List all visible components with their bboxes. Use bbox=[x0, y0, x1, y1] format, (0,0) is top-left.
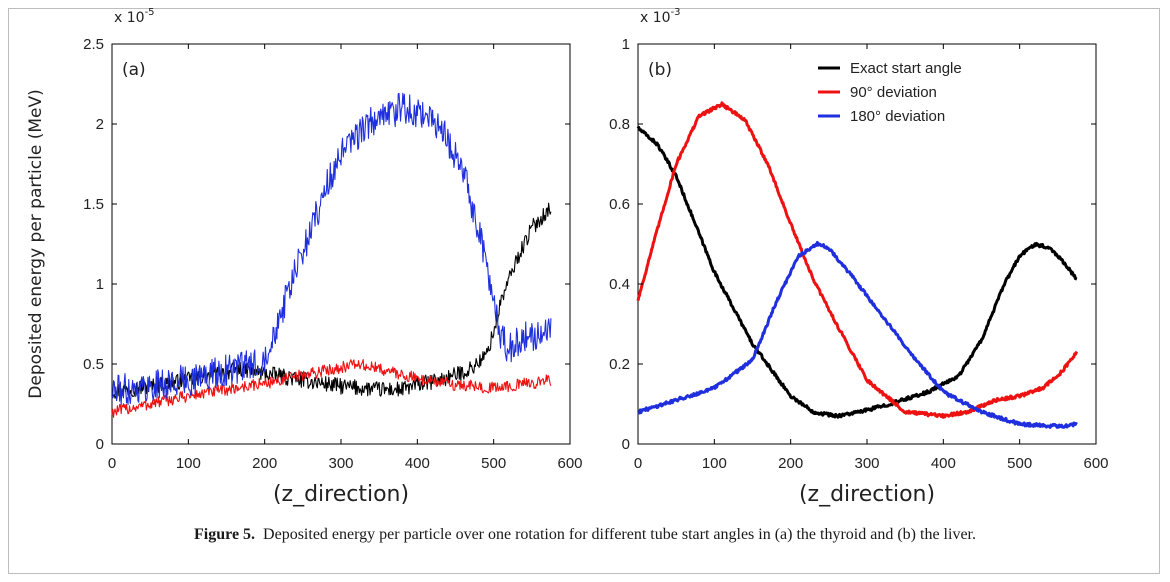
panel-b-y-tick-label: 0.4 bbox=[609, 276, 630, 293]
panel-b-y-tick-label: 1 bbox=[622, 36, 630, 53]
panel-b-x-tick-label: 0 bbox=[634, 455, 642, 472]
figure-frame bbox=[8, 8, 1160, 574]
panel-a-y-exponent: -5 bbox=[145, 7, 155, 18]
panel-a-x-tick-label: 500 bbox=[481, 455, 506, 472]
panel-b-x-tick-label: 500 bbox=[1007, 455, 1032, 472]
panel-b-y-tick-label: 0.6 bbox=[609, 196, 630, 213]
panel-a-y-tick-label: 0.5 bbox=[83, 356, 104, 373]
panel-b: 0 100 200 300 400 500 600 0 0.2 0.4 0.6 0.8 1 (b) x … bbox=[609, 7, 1108, 507]
panel-b-x-tick-label: 100 bbox=[702, 455, 727, 472]
panel-a-x-tick-label: 400 bbox=[405, 455, 430, 472]
panel-a-panel-label: (a) bbox=[122, 60, 146, 80]
panel-a-x-axis-label: (z_direction) bbox=[273, 482, 409, 507]
panel-b-y-tick-label: 0 bbox=[622, 436, 630, 453]
panel-a-y-tick-label: 1.5 bbox=[83, 196, 104, 213]
panel-b-x-tick-label: 200 bbox=[778, 455, 803, 472]
panel-a-y-tick-label: 2.5 bbox=[83, 36, 104, 53]
panel-b-plot-area bbox=[637, 43, 1097, 445]
panel-b-y-multiplier: x 10-3 bbox=[640, 7, 681, 26]
panel-b-y-tick-label: 0.8 bbox=[609, 116, 630, 133]
panel-a-x-tick-label: 100 bbox=[176, 455, 201, 472]
panel-a: 0 100 200 300 400 500 600 0 0.5 1 1.5 2 2.5 (a) x 10… bbox=[26, 7, 583, 507]
caption-text: Deposited energy per particle over one r… bbox=[263, 526, 976, 543]
panel-b-y-multiplier-base: x 10 bbox=[640, 10, 671, 26]
panel-b-data-lines bbox=[636, 101, 1079, 429]
panel-b-legend: Exact start angle 90° deviation 180° devia… bbox=[818, 60, 962, 125]
panel-b-x-tick-label: 300 bbox=[854, 455, 879, 472]
panel-a-y-multiplier-base: x 10 bbox=[114, 10, 145, 26]
panel-a-x-tick-label: 600 bbox=[557, 455, 582, 472]
panel-a-y-tick-label: 1 bbox=[96, 276, 104, 293]
panel-a-series-line bbox=[111, 202, 552, 399]
panel-a-y-axis-label: Deposited energy per particle (MeV) bbox=[26, 89, 46, 398]
panel-b-series-line bbox=[637, 240, 1078, 429]
panel-a-series-line bbox=[111, 92, 552, 406]
panel-b-y-tick-label: 0.2 bbox=[609, 356, 630, 373]
figure-caption: Figure 5. Deposited energy per particle … bbox=[0, 526, 1170, 544]
panel-a-data-lines bbox=[111, 92, 552, 418]
panel-a-series-line bbox=[111, 358, 552, 418]
panel-b-x-tick-label: 600 bbox=[1083, 455, 1108, 472]
panel-b-panel-label: (b) bbox=[648, 60, 672, 80]
panel-a-y-multiplier: x 10-5 bbox=[114, 7, 155, 26]
panel-a-ticks: 0 100 200 300 400 500 600 0 0.5 1 1.5 2 2.5 bbox=[83, 36, 582, 472]
panel-b-series-line bbox=[636, 125, 1078, 419]
panel-a-y-tick-label: 2 bbox=[96, 116, 104, 133]
panel-a-x-tick-label: 300 bbox=[328, 455, 353, 472]
legend-label: 90° deviation bbox=[850, 84, 937, 101]
legend-label: 180° deviation bbox=[850, 108, 945, 125]
panel-b-y-exponent: -3 bbox=[671, 7, 681, 18]
panel-b-x-tick-label: 400 bbox=[931, 455, 956, 472]
panel-b-series-line bbox=[636, 101, 1079, 419]
panel-a-x-tick-label: 0 bbox=[108, 455, 116, 472]
panel-b-ticks: 0 100 200 300 400 500 600 0 0.2 0.4 0.6 0.8 1 bbox=[609, 36, 1108, 472]
panel-b-x-axis-label: (z_direction) bbox=[799, 482, 935, 507]
panel-a-x-tick-label: 200 bbox=[252, 455, 277, 472]
caption-label: Figure 5. bbox=[194, 526, 256, 543]
panel-a-y-tick-label: 0 bbox=[96, 436, 104, 453]
legend-label: Exact start angle bbox=[850, 60, 962, 77]
